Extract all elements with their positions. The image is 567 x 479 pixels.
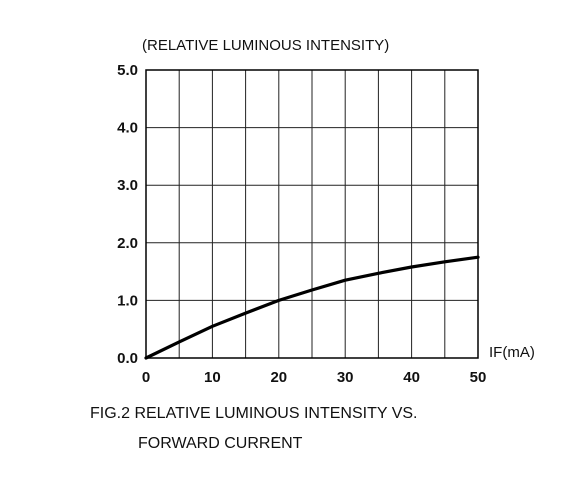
x-tick-label: 30 (337, 369, 354, 386)
y-tick-label: 1.0 (117, 292, 138, 309)
y-tick-label: 3.0 (117, 177, 138, 194)
series-line (144, 255, 480, 360)
y-tick-label: 0.0 (117, 350, 138, 367)
x-tick-labels: 0 10 20 30 40 50 (142, 369, 487, 386)
x-tick-label: 10 (204, 369, 221, 386)
y-tick-label: 2.0 (117, 235, 138, 252)
x-tick-label: 40 (403, 369, 420, 386)
series-group (144, 255, 480, 360)
x-tick-label: 0 (142, 369, 150, 386)
y-tick-label: 4.0 (117, 120, 138, 137)
grid-lines (146, 70, 478, 358)
x-tick-label: 20 (270, 369, 287, 386)
figure-caption-line2: FORWARD CURRENT (138, 435, 303, 452)
x-axis-title: IF(mA) (489, 344, 535, 361)
y-axis-title: (RELATIVE LUMINOUS INTENSITY) (142, 37, 389, 54)
figure-caption-line1: FIG.2 RELATIVE LUMINOUS INTENSITY VS. (90, 405, 417, 422)
y-tick-labels: 0.0 1.0 2.0 3.0 4.0 5.0 (117, 62, 138, 367)
x-tick-label: 50 (470, 369, 487, 386)
y-tick-label: 5.0 (117, 62, 138, 79)
plot-frame (145, 69, 479, 359)
